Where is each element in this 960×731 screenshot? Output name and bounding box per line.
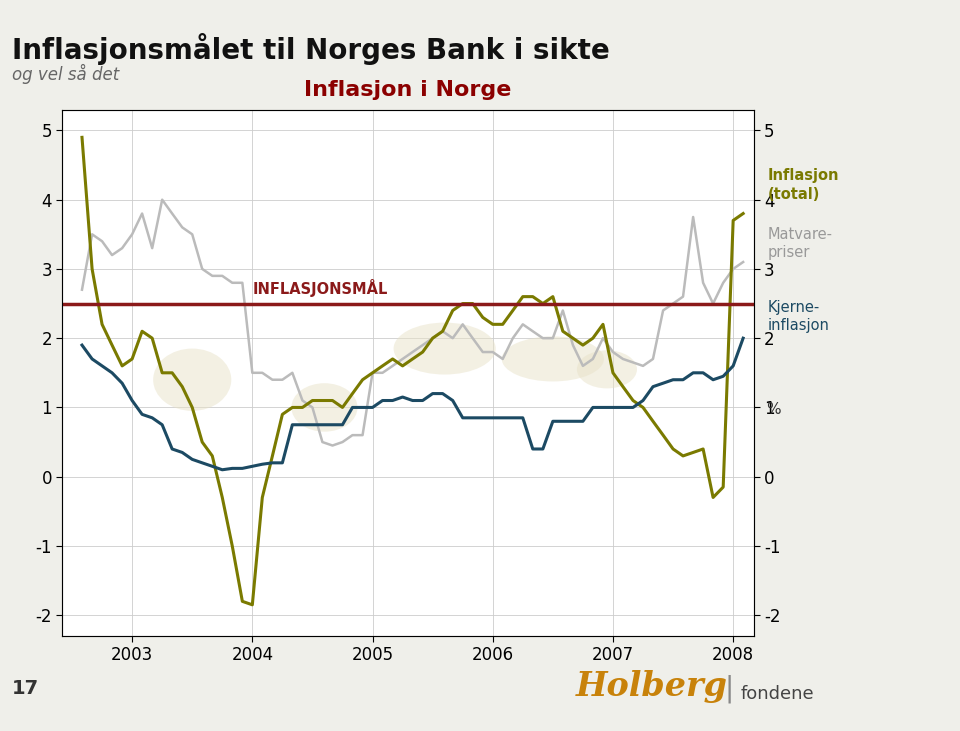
Text: 17: 17 [12,679,38,698]
Ellipse shape [502,336,604,382]
Text: Kjerne-
inflasjon: Kjerne- inflasjon [768,300,829,333]
Text: fondene: fondene [741,685,815,703]
Ellipse shape [394,322,495,374]
Ellipse shape [577,350,637,388]
Text: Inflasjonsmålet til Norges Bank i sikte: Inflasjonsmålet til Norges Bank i sikte [12,33,610,65]
Text: og vel så det: og vel så det [12,64,119,84]
Title: Inflasjon i Norge: Inflasjon i Norge [304,80,512,99]
Text: %: % [766,402,780,417]
Ellipse shape [292,383,357,432]
Ellipse shape [154,349,231,411]
Text: Matvare-
priser: Matvare- priser [768,227,833,260]
Text: Holberg: Holberg [576,670,728,703]
Text: |: | [725,675,734,703]
Text: Inflasjon
(total): Inflasjon (total) [768,168,839,202]
Text: INFLASJONSMÅL: INFLASJONSMÅL [252,279,388,297]
